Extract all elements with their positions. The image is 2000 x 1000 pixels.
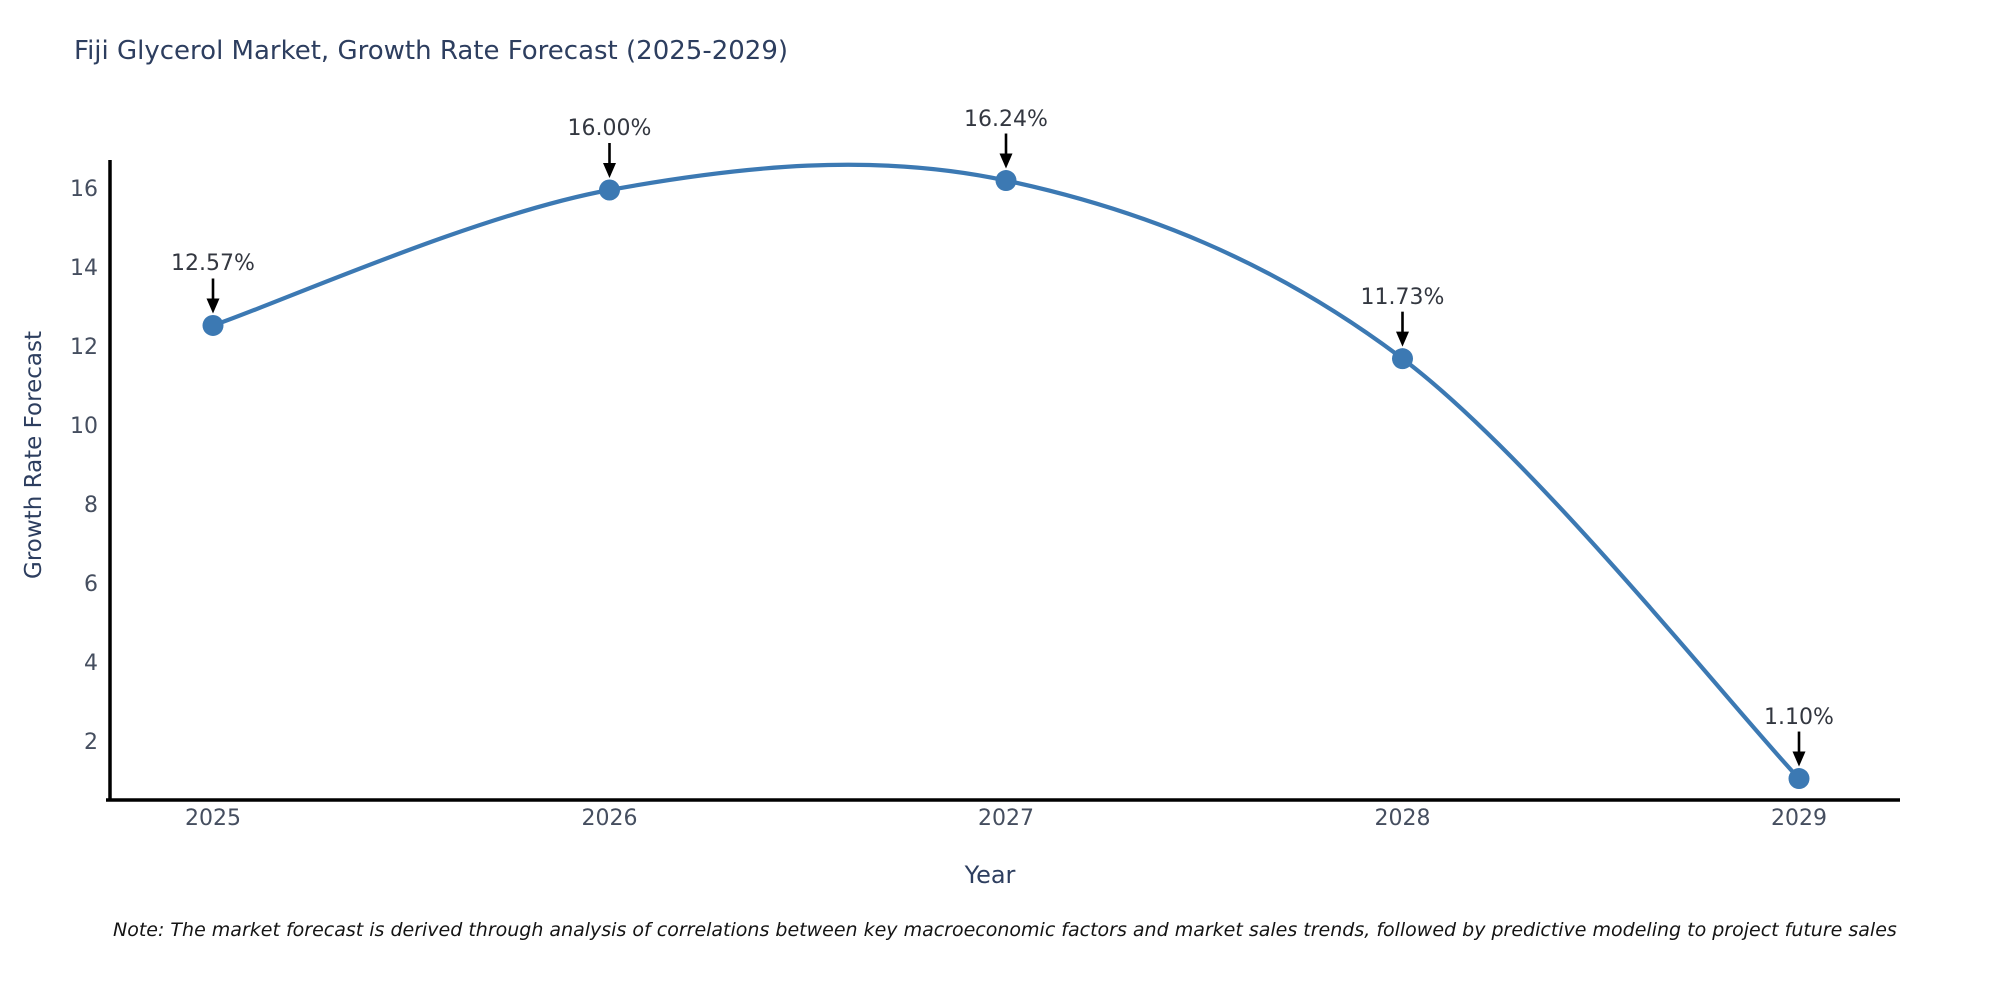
data-point-marker [202, 314, 224, 336]
y-tick-label: 12 [70, 335, 98, 360]
annotation-arrow-head [206, 298, 220, 314]
y-tick-label: 6 [84, 572, 98, 597]
data-point-marker [1392, 348, 1413, 370]
data-point-label: 16.00% [567, 116, 652, 141]
x-tick-label: 2025 [185, 806, 241, 831]
y-tick-label: 10 [70, 414, 98, 439]
x-tick-label: 2028 [1374, 806, 1431, 831]
y-tick-label: 14 [70, 256, 98, 281]
data-point-marker [1788, 768, 1810, 790]
y-tick-label: 2 [84, 730, 98, 755]
data-point-label: 1.10% [1764, 704, 1834, 730]
annotation-arrow-head [1792, 751, 1806, 767]
data-point-label: 11.73% [1360, 284, 1445, 310]
data-point-label: 16.24% [964, 106, 1048, 132]
x-axis-title: Year [964, 861, 1016, 889]
y-tick-label: 4 [84, 651, 98, 676]
x-tick-label: 2027 [978, 806, 1034, 831]
footnote: Note: The market forecast is derived thr… [113, 919, 1897, 941]
x-tick-label: 2029 [1771, 806, 1827, 831]
annotation-arrow-head [1396, 331, 1409, 347]
data-point-marker [599, 179, 620, 201]
x-tick-label: 2026 [581, 806, 638, 831]
data-point-marker [995, 170, 1017, 192]
y-tick-label: 16 [70, 177, 98, 202]
y-tick-label: 8 [84, 493, 98, 518]
axis-lines [106, 160, 1900, 802]
forecast-line [210, 162, 1802, 781]
annotation-arrow-head [999, 153, 1013, 169]
chart-title: Fiji Glycerol Market, Growth Rate Foreca… [74, 36, 789, 66]
data-point-label: 12.57% [171, 251, 255, 277]
annotation-arrow-head [603, 163, 616, 178]
